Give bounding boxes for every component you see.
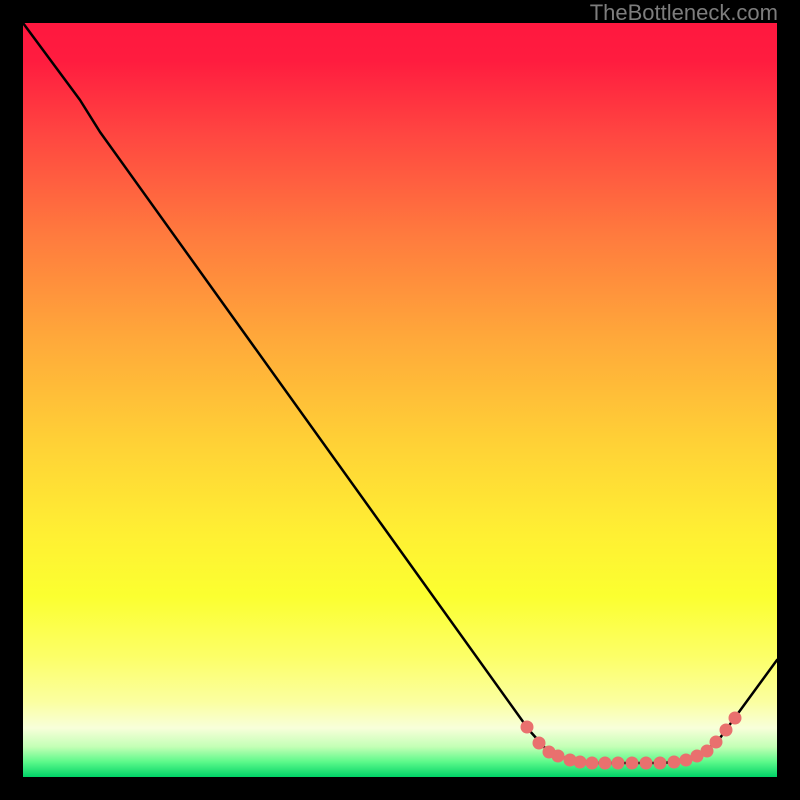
data-marker — [680, 754, 692, 766]
data-marker — [586, 757, 598, 769]
data-marker — [710, 736, 722, 748]
plot-svg — [0, 0, 800, 800]
gradient-panel — [23, 23, 777, 777]
watermark-text: TheBottleneck.com — [590, 0, 778, 26]
data-marker — [701, 745, 713, 757]
data-marker — [552, 750, 564, 762]
data-marker — [626, 757, 638, 769]
data-marker — [599, 757, 611, 769]
data-marker — [654, 757, 666, 769]
data-marker — [729, 712, 741, 724]
data-marker — [612, 757, 624, 769]
chart-root: TheBottleneck.com — [0, 0, 800, 800]
data-marker — [574, 756, 586, 768]
data-marker — [720, 724, 732, 736]
data-marker — [533, 737, 545, 749]
data-marker — [668, 756, 680, 768]
data-marker — [521, 721, 533, 733]
data-marker — [640, 757, 652, 769]
